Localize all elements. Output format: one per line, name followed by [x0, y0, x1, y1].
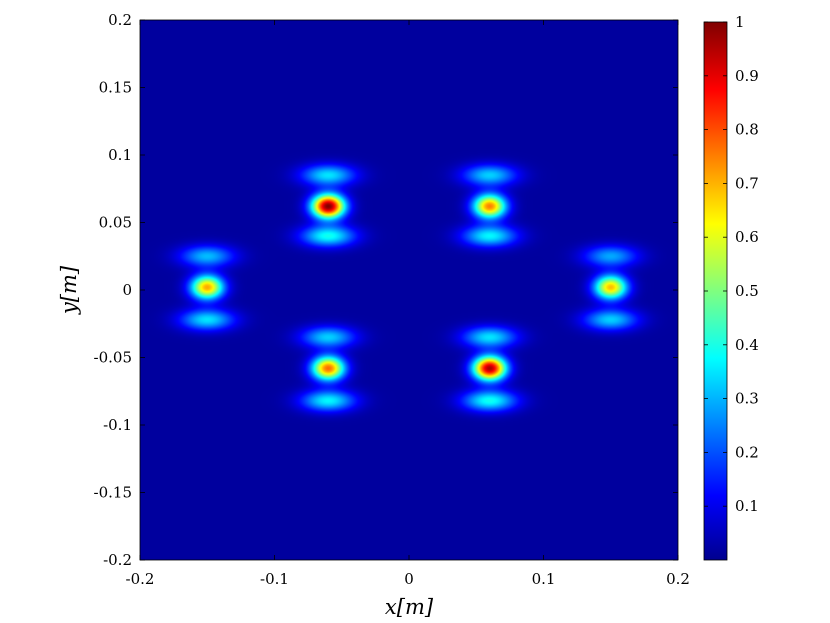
- y-tick-label: -0.15: [94, 484, 132, 502]
- x-tick-label: -0.2: [126, 570, 155, 588]
- y-tick-label: -0.2: [103, 551, 132, 569]
- colorbar-tick-label: 0.6: [735, 228, 759, 246]
- x-tick-label: 0.1: [532, 570, 556, 588]
- x-tick-label: 0: [404, 570, 414, 588]
- colorbar-tick-label: 0.3: [735, 390, 759, 408]
- y-tick-label: 0.05: [99, 214, 132, 232]
- x-axis-title: x[m]: [385, 595, 434, 619]
- y-axis: 0.2 0.15 0.1 0.05 0 -0.05 -0.1 -0.15 -0.2: [94, 11, 678, 569]
- x-tick-label: 0.2: [666, 570, 690, 588]
- colorbar-axis: 1 0.9 0.8 0.7 0.6 0.5 0.4 0.3 0.2 0.1: [704, 13, 759, 515]
- y-tick-label: 0.15: [99, 79, 132, 97]
- y-tick-label: -0.1: [103, 416, 132, 434]
- colorbar-tick-label: 0.1: [735, 497, 759, 515]
- y-tick-label: 0: [122, 281, 132, 299]
- y-tick-label: -0.05: [94, 349, 132, 367]
- x-axis: -0.2 -0.1 0 0.1 0.2: [126, 20, 690, 588]
- colorbar-tick-label: 0.8: [735, 121, 759, 139]
- colorbar-tick-label: 0.7: [735, 174, 759, 192]
- colorbar-tick-label: 0.9: [735, 67, 759, 85]
- heatmap-field: [140, 20, 678, 560]
- y-axis-title: y[m]: [57, 265, 81, 315]
- colorbar-tick-label: 0.2: [735, 443, 759, 461]
- y-tick-label: 0.2: [108, 11, 132, 29]
- colorbar-tick-label: 1: [735, 13, 745, 31]
- colorbar-tick-label: 0.4: [735, 336, 759, 354]
- y-tick-label: 0.1: [108, 146, 132, 164]
- x-tick-label: -0.1: [260, 570, 289, 588]
- colorbar-tick-label: 0.5: [735, 282, 759, 300]
